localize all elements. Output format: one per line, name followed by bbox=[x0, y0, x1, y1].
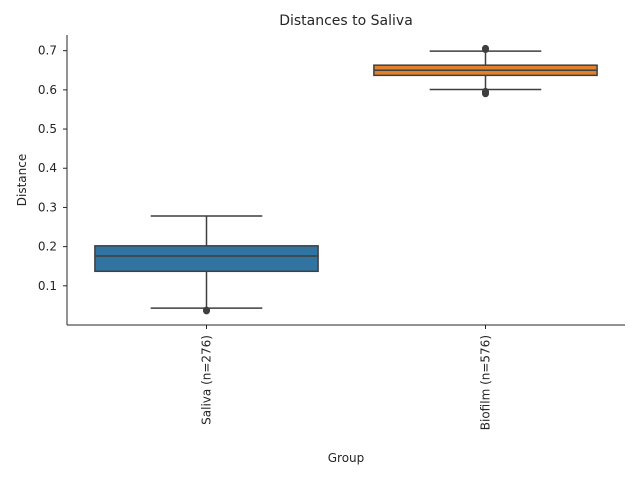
y-tick-label: 0.3 bbox=[38, 200, 57, 214]
y-tick-label: 0.4 bbox=[38, 161, 57, 175]
y-ticks: 0.1 0.2 0.3 0.4 0.5 0.6 0.7 bbox=[38, 44, 67, 293]
y-tick-label: 0.2 bbox=[38, 240, 57, 254]
x-ticks: Saliva (n=276) Biofilm (n=576) bbox=[200, 325, 493, 430]
chart-title: Distances to Saliva bbox=[279, 13, 413, 29]
x-tick-label: Saliva (n=276) bbox=[200, 335, 214, 425]
outlier-point bbox=[203, 306, 210, 314]
y-tick-label: 0.1 bbox=[38, 279, 57, 293]
x-axis-label: Group bbox=[328, 451, 365, 465]
y-tick-label: 0.5 bbox=[38, 122, 57, 136]
iqr-box bbox=[94, 245, 319, 273]
y-axis-label: Distance bbox=[15, 154, 29, 206]
outlier-point bbox=[482, 87, 489, 95]
box-group bbox=[373, 44, 598, 98]
boxes bbox=[94, 44, 598, 315]
outlier-point bbox=[482, 44, 489, 52]
y-tick-label: 0.7 bbox=[38, 44, 57, 58]
y-tick-label: 0.6 bbox=[38, 83, 57, 97]
box-group bbox=[94, 215, 319, 315]
x-tick-label: Biofilm (n=576) bbox=[479, 335, 493, 430]
